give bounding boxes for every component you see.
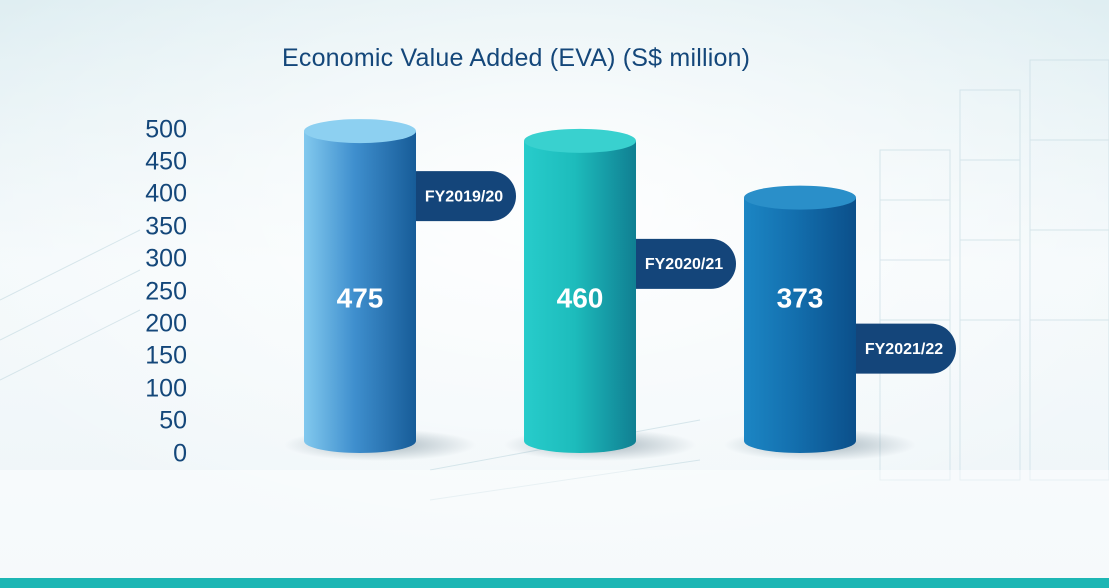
y-tick-label: 200 [145,310,187,338]
bars: FY2019/20 475 FY2020/21 460 FY2021/22 373 [284,119,956,461]
bar-group: FY2021/22 373 [724,185,956,461]
y-tick-label: 450 [145,148,187,176]
bar [304,131,416,453]
y-tick-label: 150 [145,342,187,370]
value-label: 475 [337,282,384,313]
y-tick-label: 0 [173,440,187,468]
category-label: FY2020/21 [645,256,723,273]
chart-title: Economic Value Added (EVA) (S$ million) [282,44,751,72]
bottom-accent-strip [0,578,1109,588]
bar [524,140,636,453]
y-tick-label: 100 [145,375,187,403]
value-label: 460 [557,282,604,313]
y-axis: 0 50 100 150 200 250 300 350 400 450 500 [145,116,187,468]
y-tick-label: 400 [145,180,187,208]
bar [744,197,856,453]
bar-group: FY2019/20 475 [284,119,516,461]
category-label: FY2019/20 [425,188,503,205]
bar-group: FY2020/21 460 [504,128,736,461]
y-tick-label: 300 [145,245,187,273]
value-label: 373 [777,282,824,313]
bar-top-cap [304,119,416,144]
y-tick-label: 350 [145,213,187,241]
y-tick-label: 50 [159,407,187,435]
bar-top-cap [744,185,856,210]
bar-top-cap [524,128,636,153]
y-tick-label: 500 [145,116,187,144]
y-tick-label: 250 [145,278,187,306]
category-label: FY2021/22 [865,341,943,358]
